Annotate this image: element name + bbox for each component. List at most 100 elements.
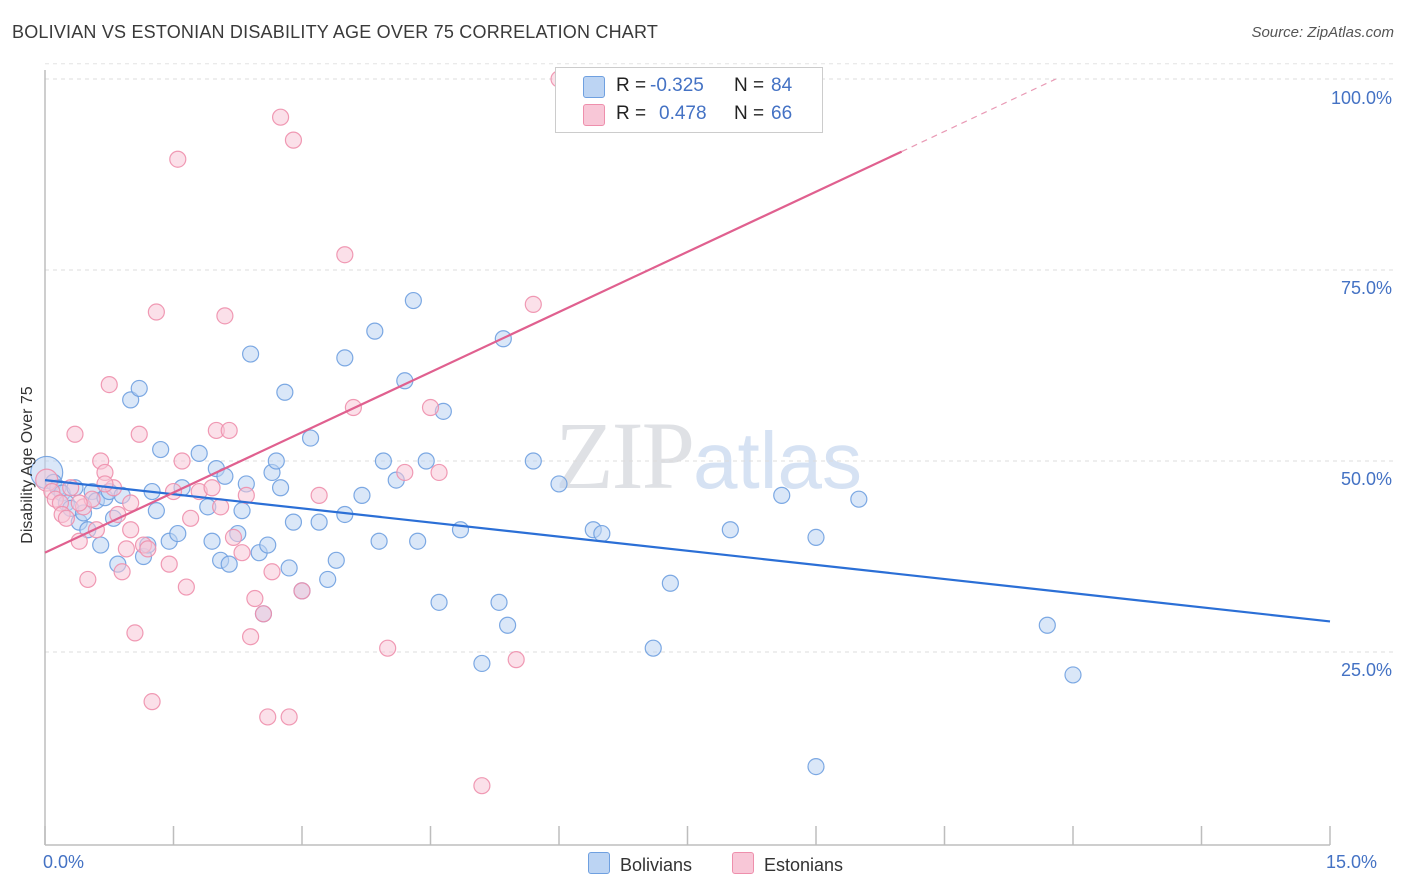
estonian-point — [524, 295, 542, 313]
y-tick-25: 25.0% — [1340, 660, 1392, 680]
x-tick-max: 15.0% — [1326, 852, 1378, 872]
estonian-trend-extension — [901, 78, 1057, 153]
estonian-point — [507, 651, 525, 669]
legend-swatch-bolivians — [583, 76, 605, 98]
bolivian-point — [92, 536, 110, 554]
bolivian-point — [190, 444, 208, 462]
bolivian-point — [220, 555, 238, 573]
estonian-point — [216, 307, 234, 325]
estonian-trend-line — [44, 150, 903, 554]
estonian-point — [263, 563, 281, 581]
estonian-point — [254, 605, 273, 623]
estonian-point — [143, 693, 161, 711]
estonian-point — [271, 108, 290, 126]
bolivian-point — [319, 570, 337, 589]
bottom-legend-swatch-estonians — [732, 852, 754, 874]
estonian-point — [421, 398, 440, 417]
estonian-point — [117, 540, 135, 558]
bolivian-point — [593, 524, 611, 543]
bolivian-point — [430, 593, 448, 611]
bolivian-point — [203, 532, 221, 550]
estonian-point — [293, 582, 311, 600]
estonian-point — [126, 624, 144, 642]
bolivian-point — [147, 502, 165, 520]
estonian-point — [310, 486, 328, 504]
bolivian-point — [721, 521, 739, 539]
legend-n-label: N = — [734, 75, 765, 96]
estonian-point — [430, 463, 448, 482]
bottom-legend-swatch-bolivians — [588, 852, 610, 874]
bolivian-point — [284, 513, 303, 531]
estonian-point — [70, 494, 88, 512]
estonian-point — [173, 452, 191, 470]
estonian-point — [79, 570, 97, 589]
estonian-point — [224, 528, 243, 547]
legend-row-bolivians: R = -0.325 N = 84 — [556, 72, 822, 102]
bottom-legend-label-estonians: Estonians — [764, 855, 844, 875]
legend-r-label: R = — [616, 103, 647, 124]
bottom-legend-bolivians: Bolivians — [588, 852, 692, 876]
bolivian-point — [327, 551, 345, 569]
bolivian-point — [280, 559, 298, 577]
legend-r-value: 0.478 — [659, 103, 707, 124]
estonian-point — [122, 494, 140, 512]
bolivian-point — [524, 452, 542, 470]
bolivian-point — [301, 429, 320, 447]
bolivian-point — [409, 532, 427, 550]
bolivian-point — [807, 528, 825, 547]
bolivian-point — [152, 440, 170, 459]
estonian-point — [177, 578, 195, 596]
y-axis-label: Disability Age Over 75 — [19, 386, 36, 544]
bolivian-point — [473, 654, 491, 673]
bolivian-point — [550, 475, 568, 493]
chart-title: BOLIVIAN VS ESTONIAN DISABILITY AGE OVER… — [12, 22, 659, 42]
source-credit: Source: ZipAtlas.com — [1251, 24, 1394, 41]
estonian-point — [259, 708, 277, 726]
bolivian-point — [276, 383, 294, 401]
estonian-point — [160, 555, 178, 573]
estonian-point — [122, 521, 140, 539]
estonian-point — [130, 425, 148, 443]
bolivian-point — [773, 486, 791, 504]
bolivian-point — [242, 345, 260, 363]
estonian-point — [237, 486, 255, 504]
estonian-point — [57, 509, 76, 527]
legend-row-estonians: R = 0.478 N = 66 — [556, 100, 822, 130]
legend-n-value: 84 — [771, 75, 793, 96]
y-tick-100: 100.0% — [1330, 88, 1392, 108]
bolivian-point — [490, 593, 508, 611]
legend-r-label: R = — [616, 75, 647, 96]
bolivian-point — [310, 513, 328, 531]
bolivian-point — [259, 536, 277, 554]
bolivian-point — [850, 490, 868, 508]
estonian-point — [169, 150, 187, 168]
estonian-point — [66, 425, 84, 443]
estonian-point — [280, 708, 298, 726]
estonian-point — [96, 475, 114, 493]
estonian-point — [473, 777, 491, 795]
bolivian-point — [366, 322, 384, 340]
estonian-point — [182, 509, 200, 527]
y-tick-75: 75.0% — [1340, 278, 1392, 298]
bolivian-point — [807, 757, 825, 776]
bolivian-point — [353, 486, 371, 504]
bolivian-point — [1038, 616, 1056, 634]
bolivian-point — [130, 379, 148, 398]
estonian-point — [284, 131, 303, 149]
estonian-point — [139, 540, 157, 558]
bolivian-point — [644, 639, 662, 657]
estonian-point — [242, 628, 260, 646]
estonian-point — [100, 376, 118, 394]
bolivian-point — [1064, 666, 1082, 684]
estonian-point — [233, 544, 251, 562]
bolivian-point — [169, 524, 187, 543]
correlation-legend: R = -0.325 N = 84 R = 0.478 N = 66 — [555, 67, 823, 133]
estonian-point — [212, 498, 230, 516]
estonian-point — [336, 246, 354, 264]
bolivian-point — [122, 391, 140, 409]
legend-swatch-estonians — [583, 104, 605, 126]
bolivian-point — [233, 502, 251, 520]
bottom-legend-estonians: Estonians — [732, 852, 843, 876]
estonian-point — [246, 589, 264, 608]
